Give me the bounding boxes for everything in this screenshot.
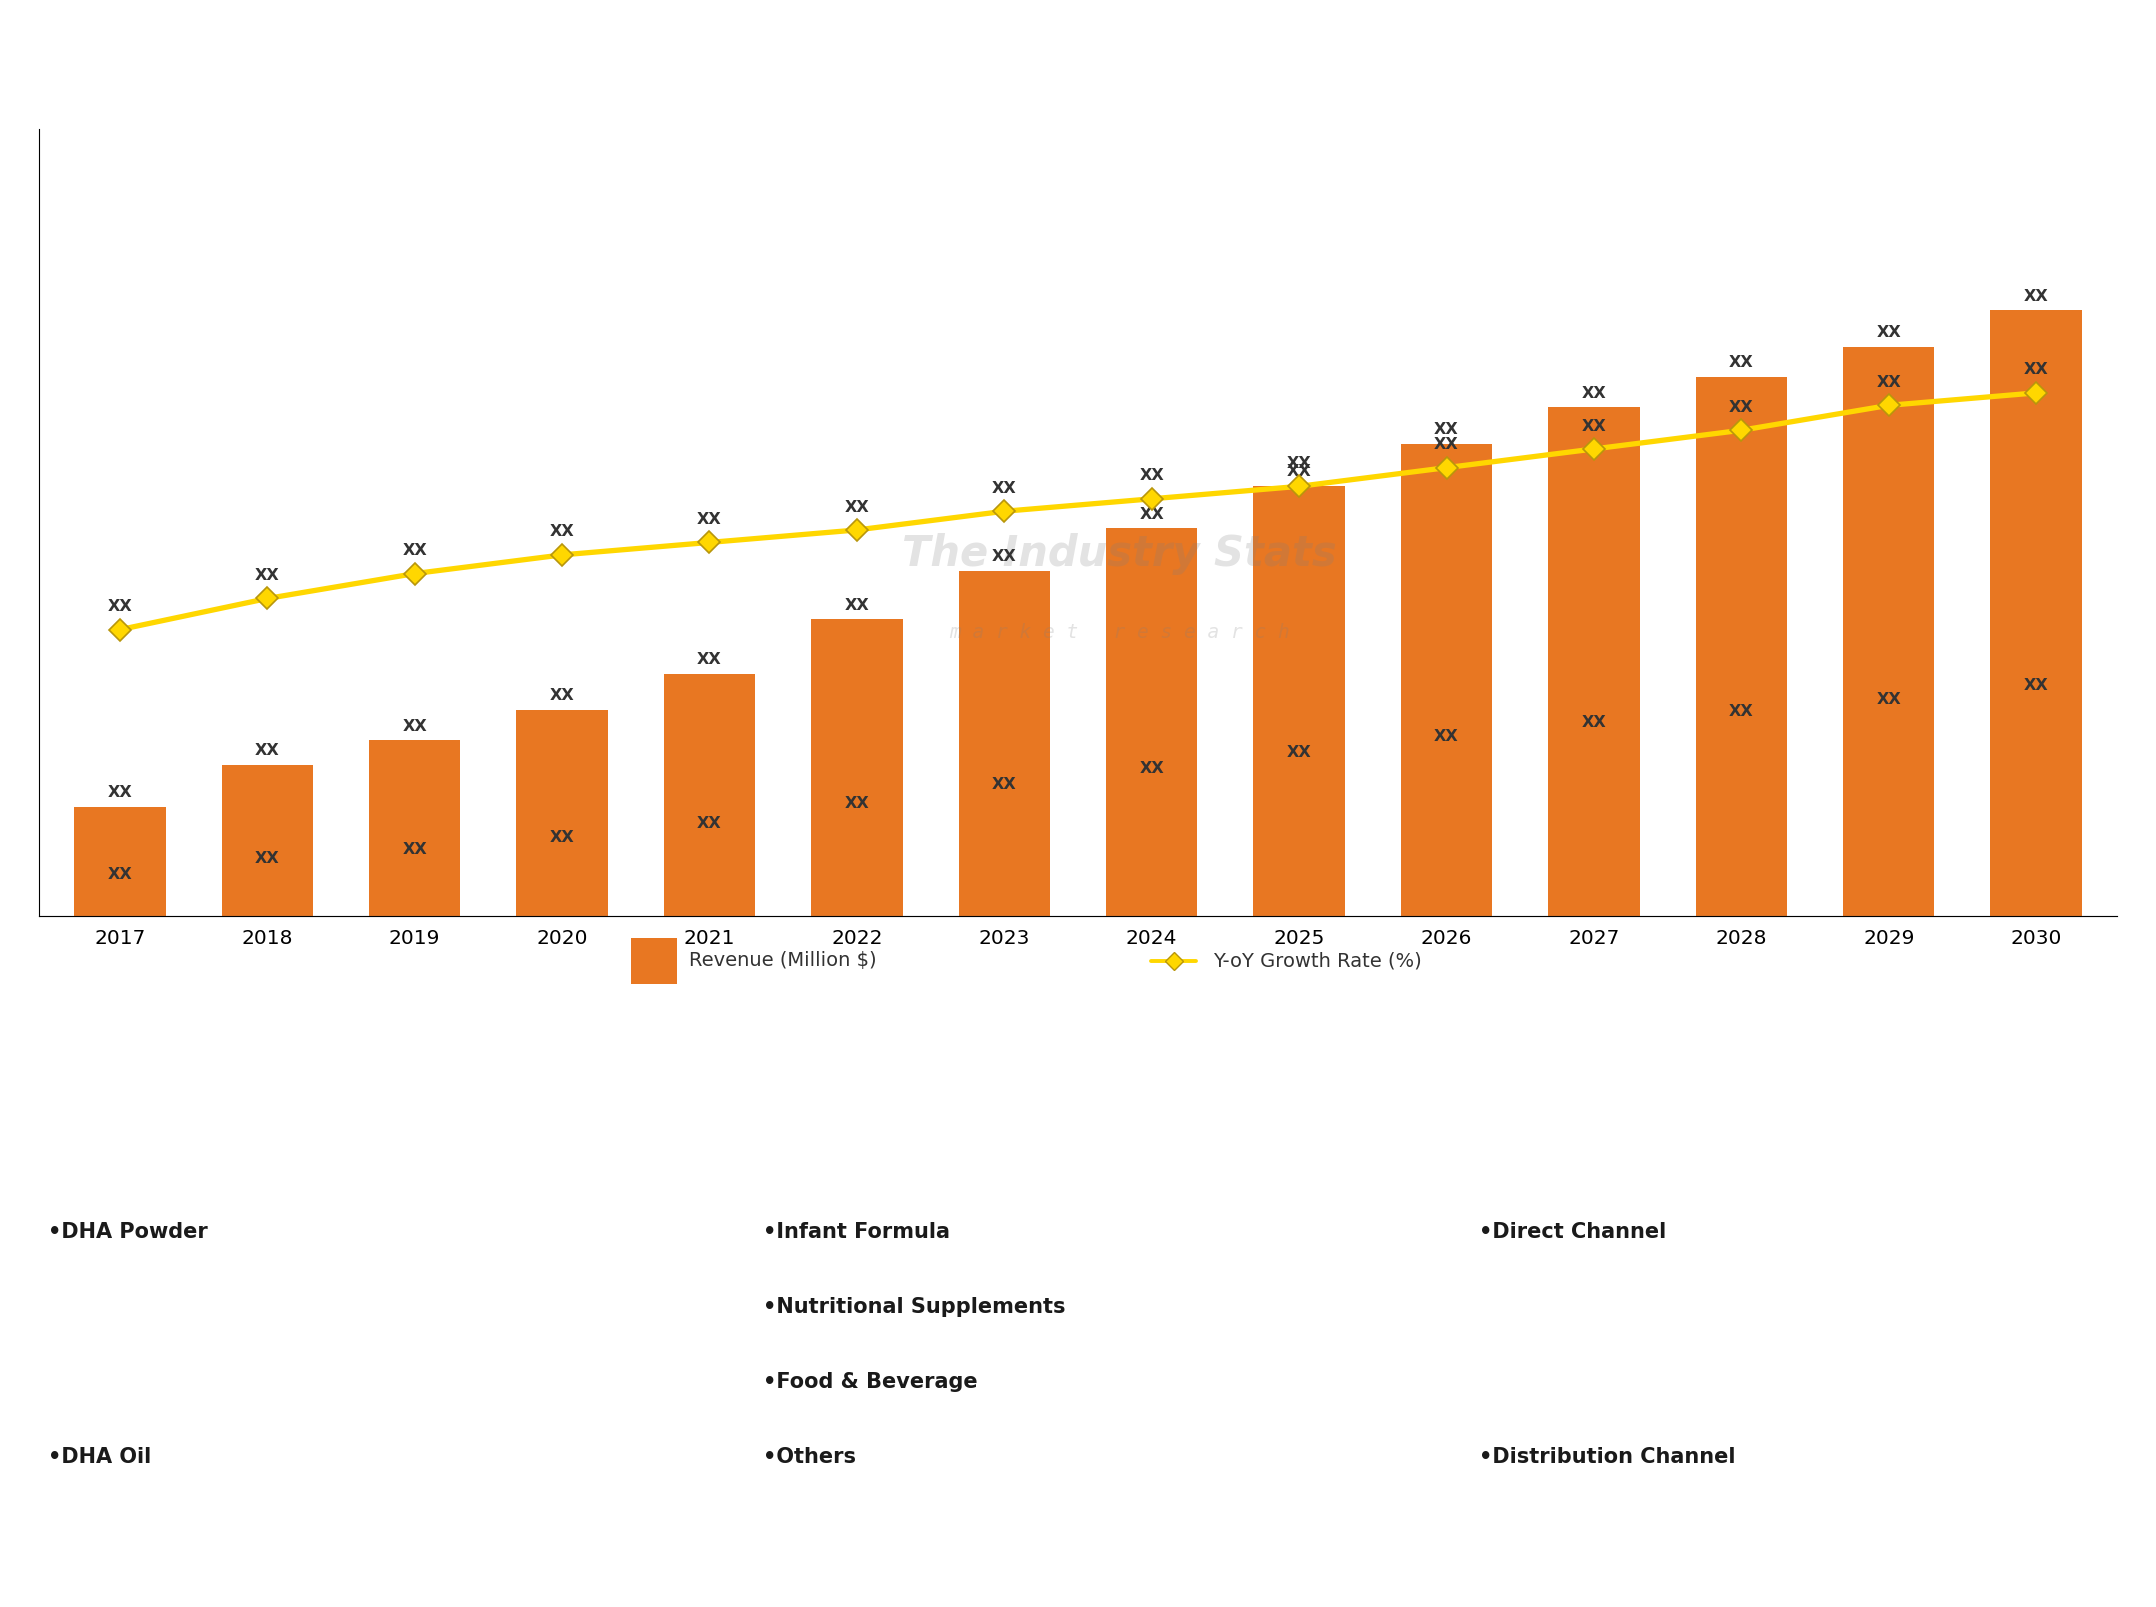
Text: XX: XX xyxy=(254,569,280,583)
Text: XX: XX xyxy=(1138,762,1164,776)
Text: XX: XX xyxy=(403,842,427,857)
Text: XX: XX xyxy=(254,852,280,866)
Text: XX: XX xyxy=(1583,386,1606,400)
Text: XX: XX xyxy=(1287,746,1311,760)
Text: Source: Theindustrystats Analysis: Source: Theindustrystats Analysis xyxy=(65,1556,427,1575)
Text: XX: XX xyxy=(992,778,1018,792)
Text: XX: XX xyxy=(108,599,132,614)
Text: XX: XX xyxy=(550,831,573,845)
Text: XX: XX xyxy=(550,524,573,540)
Text: XX: XX xyxy=(1876,325,1902,341)
Text: XX: XX xyxy=(2024,289,2048,304)
Bar xyxy=(664,673,755,916)
Text: XX: XX xyxy=(992,480,1018,497)
Text: XX: XX xyxy=(403,718,427,734)
Text: XX: XX xyxy=(992,550,1018,564)
Text: XX: XX xyxy=(1876,374,1902,391)
Bar xyxy=(517,710,608,916)
Bar xyxy=(1106,529,1197,916)
FancyBboxPatch shape xyxy=(632,938,677,983)
Text: Sales Channels: Sales Channels xyxy=(1703,1094,1884,1118)
Text: XX: XX xyxy=(1287,464,1311,479)
Text: XX: XX xyxy=(1434,730,1460,744)
Text: XX: XX xyxy=(1729,400,1753,415)
Text: XX: XX xyxy=(108,868,132,882)
Text: XX: XX xyxy=(403,543,427,558)
Text: The Industry Stats: The Industry Stats xyxy=(901,534,1337,575)
Text: XX: XX xyxy=(1583,418,1606,434)
Text: XX: XX xyxy=(254,742,280,759)
Bar xyxy=(1990,310,2083,916)
Text: •DHA Oil: •DHA Oil xyxy=(47,1448,151,1467)
Text: XX: XX xyxy=(1434,437,1460,452)
Text: m a r k e t   r e s e a r c h: m a r k e t r e s e a r c h xyxy=(949,624,1289,643)
Text: •Others: •Others xyxy=(763,1448,856,1467)
Text: Email: sales@theindustrystats.com: Email: sales@theindustrystats.com xyxy=(798,1556,1169,1575)
Text: •Distribution Channel: •Distribution Channel xyxy=(1479,1448,1736,1467)
Text: XX: XX xyxy=(845,795,869,810)
Text: XX: XX xyxy=(1287,456,1311,471)
Bar xyxy=(959,570,1050,916)
Bar xyxy=(73,807,166,916)
Text: XX: XX xyxy=(2024,678,2048,693)
Bar xyxy=(222,765,313,916)
Text: XX: XX xyxy=(2024,363,2048,378)
Text: XX: XX xyxy=(1138,506,1164,522)
Text: XX: XX xyxy=(1583,715,1606,730)
Bar xyxy=(1843,347,1934,916)
Text: •Direct Channel: •Direct Channel xyxy=(1479,1223,1667,1242)
Text: Y-oY Growth Rate (%): Y-oY Growth Rate (%) xyxy=(1214,951,1421,971)
Bar xyxy=(1253,485,1345,916)
Text: •Infant Formula: •Infant Formula xyxy=(763,1223,951,1242)
Bar xyxy=(1695,378,1787,916)
Text: XX: XX xyxy=(845,598,869,612)
Bar xyxy=(1401,444,1492,916)
Text: XX: XX xyxy=(1138,468,1164,484)
Bar xyxy=(369,741,461,916)
Text: Fig. Global DHA from Algae Market Status and Outlook: Fig. Global DHA from Algae Market Status… xyxy=(28,47,970,77)
Text: XX: XX xyxy=(696,513,722,527)
Text: XX: XX xyxy=(108,786,132,800)
Text: XX: XX xyxy=(845,500,869,514)
Bar xyxy=(1548,407,1639,916)
Text: XX: XX xyxy=(550,688,573,704)
Text: Revenue (Million $): Revenue (Million $) xyxy=(690,951,877,971)
Text: XX: XX xyxy=(696,652,722,667)
Text: XX: XX xyxy=(1876,693,1902,707)
Text: XX: XX xyxy=(1434,423,1460,437)
Text: XX: XX xyxy=(1729,704,1753,718)
Bar xyxy=(811,619,903,916)
Text: Website: www.theindustrystats.com: Website: www.theindustrystats.com xyxy=(1466,1556,1850,1575)
Text: XX: XX xyxy=(1729,355,1753,370)
Text: •Food & Beverage: •Food & Beverage xyxy=(763,1372,979,1392)
Text: Product Types: Product Types xyxy=(280,1094,444,1118)
Text: XX: XX xyxy=(696,816,722,831)
Text: •DHA Powder: •DHA Powder xyxy=(47,1223,207,1242)
Text: •Nutritional Supplements: •Nutritional Supplements xyxy=(763,1297,1065,1318)
Text: Application: Application xyxy=(1011,1094,1145,1118)
